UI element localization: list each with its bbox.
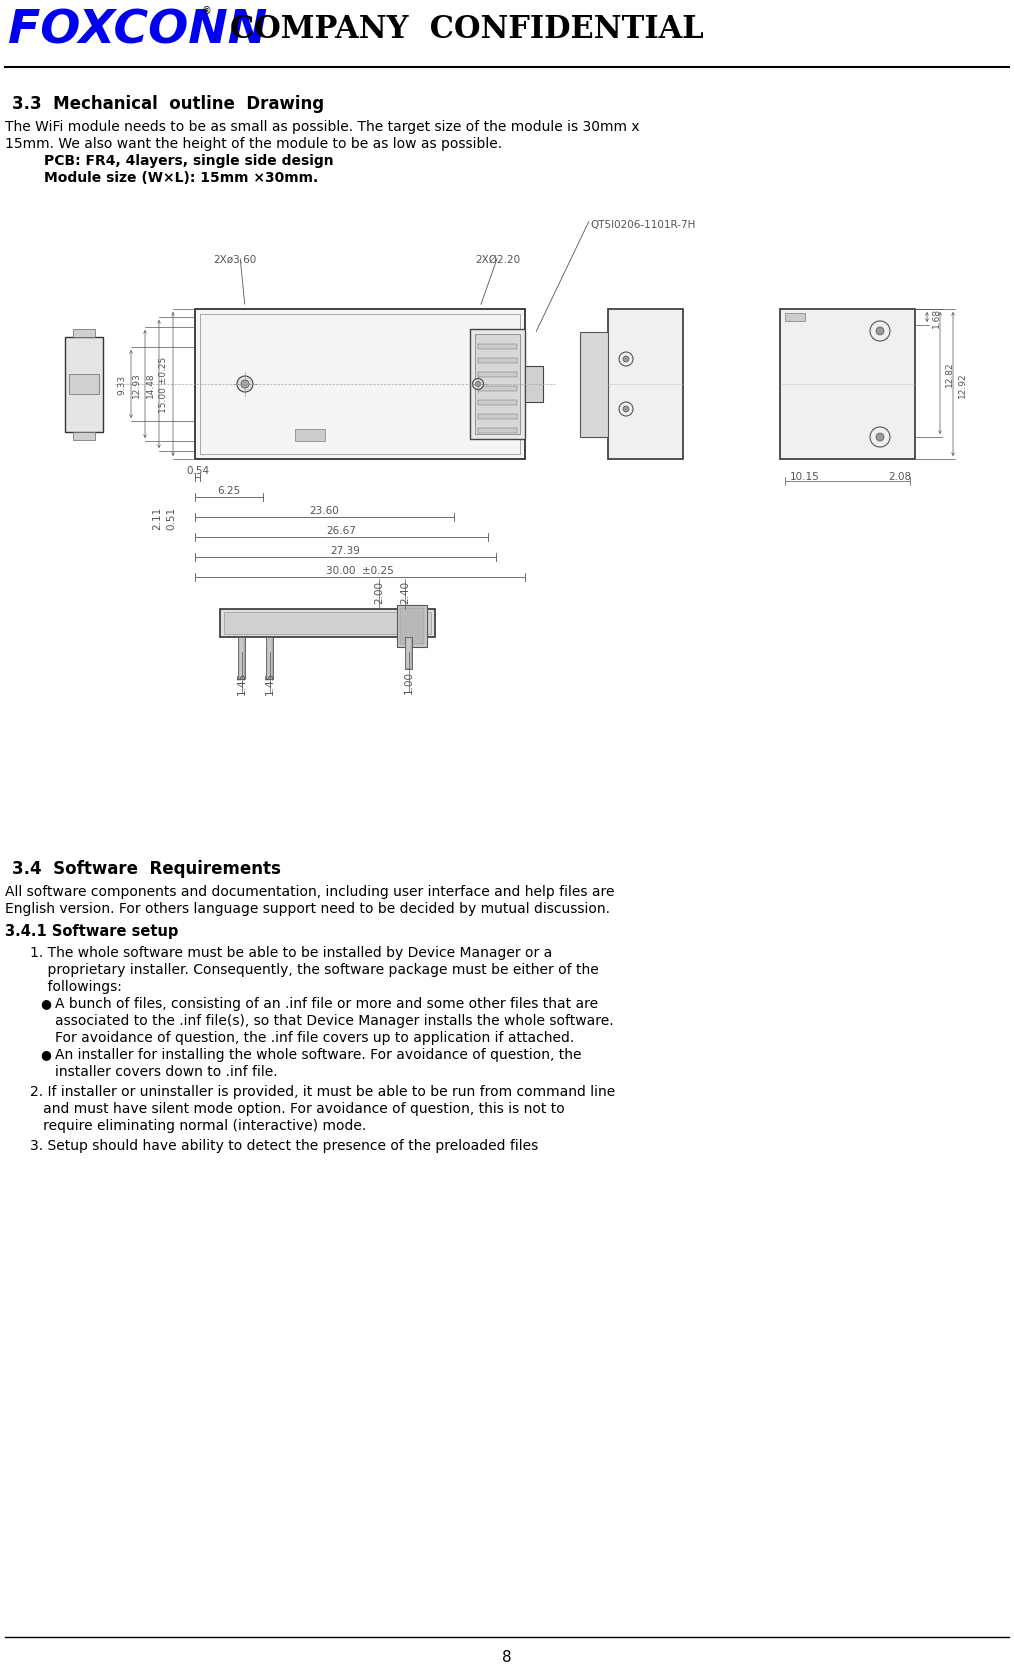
Bar [224,612,431,634]
Text: 14.48: 14.48 [145,373,154,398]
Text: 8: 8 [502,1649,512,1664]
Bar [478,373,517,378]
Bar [478,401,517,406]
Bar [195,310,525,459]
Text: 3.3  Mechanical  outline  Drawing: 3.3 Mechanical outline Drawing [12,95,324,113]
Text: 1.68: 1.68 [932,308,941,328]
Bar [400,609,424,644]
Bar [525,366,544,403]
Text: 2.00: 2.00 [374,581,384,602]
Text: A bunch of files, consisting of an .inf file or more and some other files that a: A bunch of files, consisting of an .inf … [55,997,598,1010]
Bar [239,639,244,679]
Text: 2. If installer or uninstaller is provided, it must be able to be run from comma: 2. If installer or uninstaller is provid… [30,1085,615,1098]
Text: 3.4.1 Software setup: 3.4.1 Software setup [5,924,178,938]
Bar [406,639,411,669]
Text: 27.39: 27.39 [331,546,360,556]
Circle shape [876,328,884,336]
Text: 0.51: 0.51 [166,506,176,529]
Bar [478,386,517,391]
Text: All software components and documentation, including user interface and help fil: All software components and documentatio… [5,885,614,899]
Text: 2.08: 2.08 [888,471,912,481]
Text: 2.11: 2.11 [152,506,162,529]
Circle shape [623,356,629,363]
Text: 9.33: 9.33 [118,374,127,394]
Circle shape [476,383,481,388]
Text: COMPANY  CONFIDENTIAL: COMPANY CONFIDENTIAL [230,13,704,45]
Bar [478,359,517,364]
Bar [73,329,95,338]
Text: 23.60: 23.60 [309,506,340,516]
Bar [580,333,608,438]
Text: FOXCONN: FOXCONN [8,8,268,53]
Text: ®: ® [202,7,212,17]
Text: 12.93: 12.93 [132,371,141,398]
Bar [478,344,517,349]
Text: 1.45: 1.45 [265,671,275,694]
Text: 2XØ2.20: 2XØ2.20 [476,255,520,265]
Text: ●: ● [40,1047,51,1060]
Text: ●: ● [40,997,51,1010]
Text: PCB: FR4, 4layers, single side design: PCB: FR4, 4layers, single side design [5,153,334,168]
Bar [785,314,805,321]
Text: 12.82: 12.82 [944,361,953,386]
Text: English version. For others language support need to be decided by mutual discus: English version. For others language sup… [5,902,610,915]
Bar [69,374,99,394]
Text: 3. Setup should have ability to detect the presence of the preloaded files: 3. Setup should have ability to detect t… [30,1138,538,1151]
Circle shape [237,376,254,393]
Text: 6.25: 6.25 [217,486,240,496]
Bar [267,639,272,679]
Bar [608,310,683,459]
Text: 3.4  Software  Requirements: 3.4 Software Requirements [12,860,281,877]
Bar [470,329,525,439]
Circle shape [241,381,249,389]
Text: An installer for installing the whole software. For avoidance of question, the: An installer for installing the whole so… [55,1047,581,1062]
Text: and must have silent mode option. For avoidance of question, this is not to: and must have silent mode option. For av… [30,1102,565,1115]
Bar [238,637,245,679]
Text: 12.92: 12.92 [957,373,966,398]
Bar [397,606,427,647]
Text: QT5I0206-1101R-7H: QT5I0206-1101R-7H [590,220,696,230]
Bar [200,314,520,454]
Text: The WiFi module needs to be as small as possible. The target size of the module : The WiFi module needs to be as small as … [5,120,640,133]
Text: 1.00: 1.00 [404,671,414,694]
Text: 2Xø3.60: 2Xø3.60 [213,255,257,265]
Circle shape [473,379,484,391]
Text: 1. The whole software must be able to be installed by Device Manager or a: 1. The whole software must be able to be… [30,945,553,960]
Text: 30.00  ±0.25: 30.00 ±0.25 [327,566,393,576]
Text: followings:: followings: [30,980,122,993]
Bar [478,429,517,434]
Circle shape [876,434,884,441]
Text: For avoidance of question, the .inf file covers up to application if attached.: For avoidance of question, the .inf file… [55,1030,574,1045]
Text: installer covers down to .inf file.: installer covers down to .inf file. [55,1065,278,1078]
Text: 1.45: 1.45 [237,671,247,694]
Text: proprietary installer. Consequently, the software package must be either of the: proprietary installer. Consequently, the… [30,962,598,977]
Bar [478,414,517,419]
Bar [475,334,520,434]
Bar [405,637,412,669]
Text: Module size (W×L): 15mm ×30mm.: Module size (W×L): 15mm ×30mm. [5,171,318,185]
Text: 2.40: 2.40 [400,581,410,604]
Bar [780,310,915,459]
Text: require eliminating normal (interactive) mode.: require eliminating normal (interactive)… [30,1118,366,1132]
Text: 15.00 ±0.25: 15.00 ±0.25 [159,356,168,413]
Circle shape [623,406,629,413]
Text: 0.54: 0.54 [186,466,209,476]
Bar [295,429,325,441]
Bar [65,338,103,433]
Text: associated to the .inf file(s), so that Device Manager installs the whole softwa: associated to the .inf file(s), so that … [55,1013,613,1027]
Bar [220,609,435,637]
Bar [266,637,273,679]
Text: 26.67: 26.67 [327,526,357,536]
Bar [73,433,95,441]
Text: 10.15: 10.15 [790,471,820,481]
Text: 15mm. We also want the height of the module to be as low as possible.: 15mm. We also want the height of the mod… [5,136,502,151]
